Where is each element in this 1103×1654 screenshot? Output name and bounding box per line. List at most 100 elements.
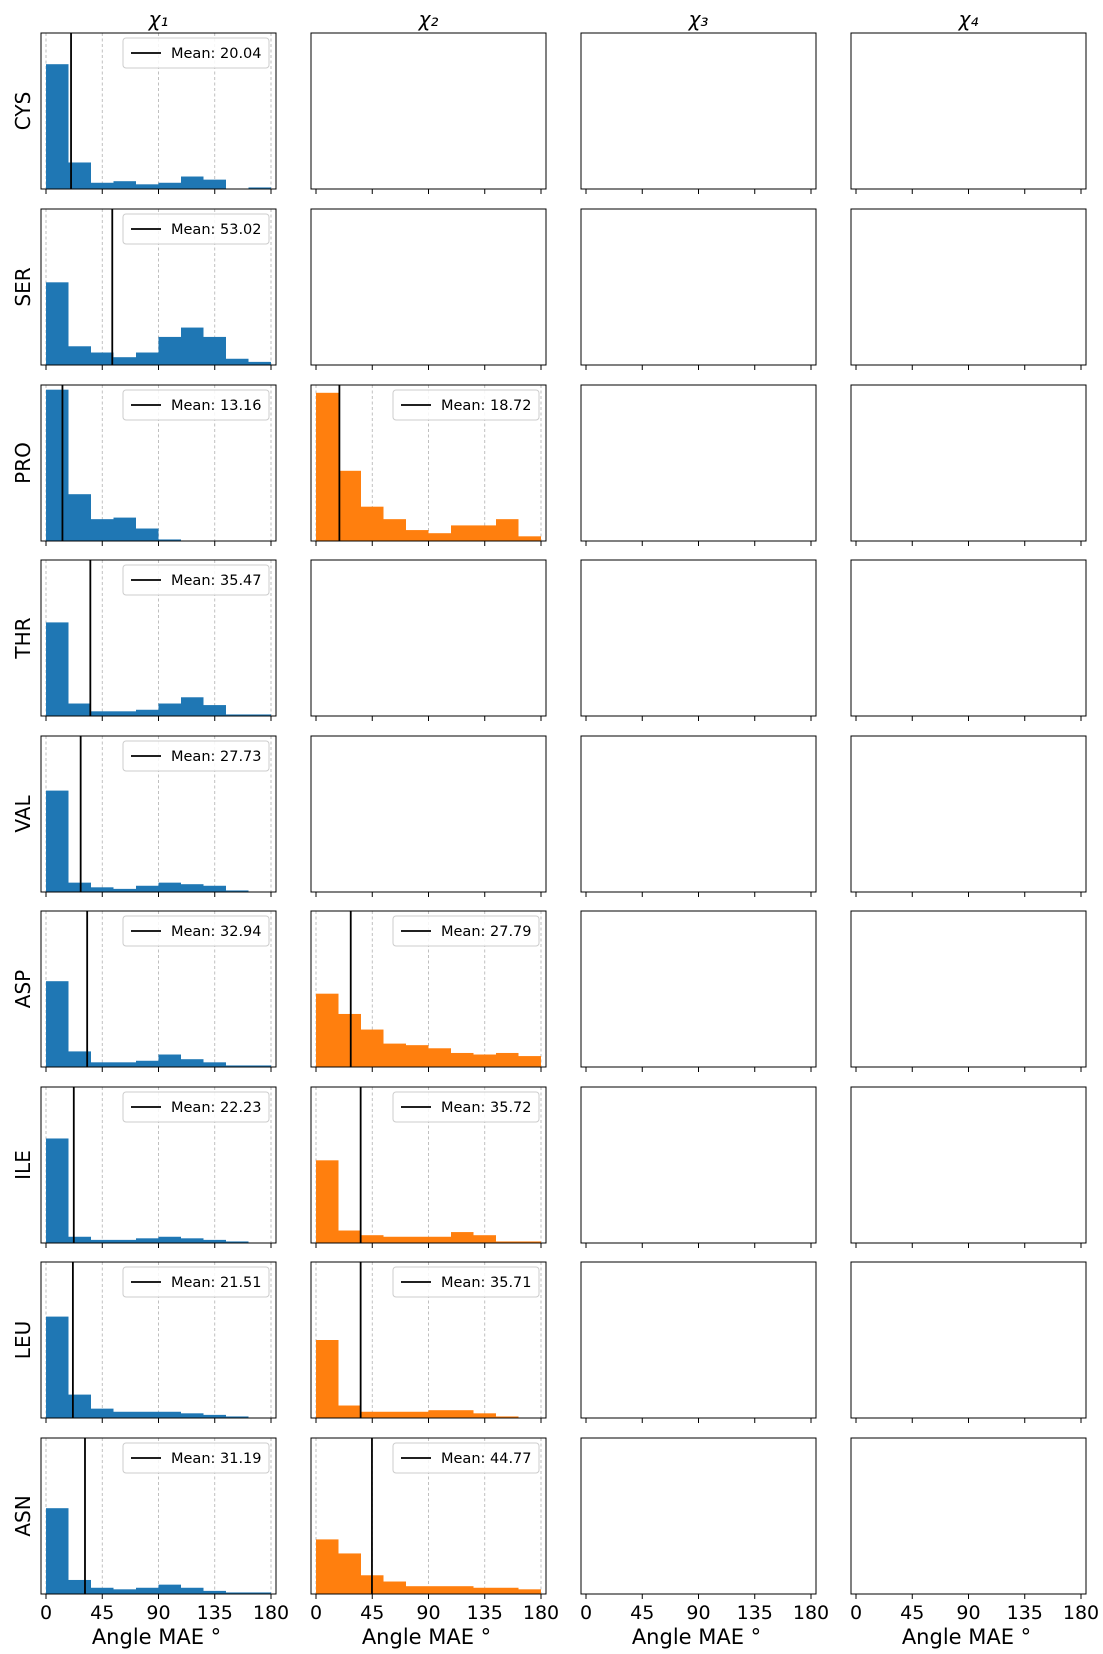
histogram-bar	[383, 1043, 406, 1067]
histogram-bar	[428, 1410, 451, 1418]
row-label-cys: CYS	[11, 92, 35, 131]
histogram-bar	[428, 1236, 451, 1243]
histogram-bar	[91, 182, 114, 189]
histogram-bar	[361, 1029, 384, 1067]
histogram-bar	[383, 1581, 406, 1594]
legend-box	[122, 1266, 270, 1298]
row-label-asn: ASN	[11, 1495, 35, 1536]
histogram-bar	[113, 1239, 136, 1243]
x-tick-label: 90	[416, 1602, 440, 1624]
histogram-bar	[68, 1394, 91, 1418]
histogram-bar	[518, 1241, 541, 1243]
histogram-bar	[203, 179, 226, 189]
histogram-bar	[316, 392, 339, 541]
panel-asp-chi3	[580, 910, 817, 1072]
histogram-bar	[203, 1062, 226, 1067]
x-tick-label: 135	[737, 1602, 773, 1624]
histogram-bar	[68, 1051, 91, 1067]
histogram-bar	[226, 1592, 249, 1594]
x-tick-label: 0	[580, 1602, 592, 1624]
histogram-bar	[496, 519, 519, 541]
legend-mean-label: Mean: 13.16	[171, 398, 262, 414]
row-label-ser: SER	[11, 267, 35, 306]
panel-asn-chi2: Mean: 44.77	[310, 1437, 547, 1599]
panel-leu-chi2: Mean: 35.71	[310, 1261, 547, 1423]
histogram-bar	[361, 1235, 384, 1243]
row-label-asp: ASP	[11, 970, 35, 1008]
histogram-bar	[226, 1241, 249, 1243]
legend-mean-label: Mean: 31.19	[171, 1451, 262, 1467]
histogram-bar	[68, 346, 91, 365]
histogram-bar	[46, 1316, 69, 1418]
histogram-bar	[248, 187, 271, 189]
panel-ser-chi3	[580, 208, 817, 370]
row-label-ile: ILE	[11, 1150, 35, 1180]
legend-mean-label: Mean: 35.71	[441, 1275, 532, 1291]
histogram-bar	[473, 525, 496, 541]
panel-asp-chi2: Mean: 27.79	[310, 910, 547, 1072]
column-title-4: χ₄	[958, 7, 979, 31]
histogram-bar	[46, 790, 69, 892]
histogram-bar	[226, 714, 249, 716]
histogram-bar	[248, 1065, 271, 1067]
axes-frame	[850, 1261, 1087, 1419]
histogram-bar	[338, 1013, 361, 1067]
x-tick-label: 180	[1063, 1602, 1099, 1624]
histogram-bar	[113, 888, 136, 892]
histogram-bar	[136, 885, 159, 892]
histogram-bar	[113, 711, 136, 716]
axes-frame	[580, 1086, 817, 1244]
legend-mean-label: Mean: 32.94	[171, 924, 262, 940]
panel-cys-chi2	[310, 32, 547, 194]
x-tick-label: 0	[850, 1602, 862, 1624]
histogram-bar	[136, 1587, 159, 1594]
legend-mean-label: Mean: 35.72	[441, 1100, 532, 1116]
row-label-pro: PRO	[11, 442, 35, 484]
x-tick-label: 180	[793, 1602, 829, 1624]
x-axis-label: Angle MAE °	[92, 1625, 221, 1649]
axes-frame	[850, 208, 1087, 366]
histogram-bar	[91, 1408, 114, 1418]
x-tick-label: 180	[253, 1602, 289, 1624]
axes-frame	[310, 735, 547, 893]
histogram-bar	[91, 519, 114, 541]
axes-frame	[850, 1086, 1087, 1244]
histogram-bar	[338, 1230, 361, 1243]
histogram-bar	[406, 1411, 429, 1418]
histogram-bar	[181, 697, 204, 716]
panel-asp-chi1: Mean: 32.94	[40, 910, 277, 1072]
histogram-bar	[158, 1054, 181, 1067]
panel-asn-chi3	[580, 1437, 817, 1599]
panel-leu-chi4	[850, 1261, 1087, 1423]
legend-mean-label: Mean: 22.23	[171, 1100, 262, 1116]
panel-asn-chi4	[850, 1437, 1087, 1599]
x-tick-label: 135	[467, 1602, 503, 1624]
histogram-bar	[451, 1232, 474, 1243]
axes-frame	[310, 32, 547, 190]
column-title-1: χ₁	[148, 7, 169, 31]
panel-asn-chi1: Mean: 31.19	[40, 1437, 277, 1599]
histogram-bar	[158, 539, 181, 541]
legend-box	[122, 1091, 270, 1123]
x-axis-label: Angle MAE °	[632, 1625, 761, 1649]
panel-ser-chi1: Mean: 53.02	[40, 208, 277, 370]
panel-val-chi1: Mean: 27.73	[40, 735, 277, 897]
row-label-val: VAL	[11, 795, 35, 833]
histogram-bar	[158, 1236, 181, 1243]
histogram-bar	[181, 1059, 204, 1067]
column-title-3: χ₃	[688, 7, 709, 31]
histogram-bar	[68, 882, 91, 892]
panel-pro-chi1: Mean: 13.16	[40, 384, 277, 546]
panel-leu-chi1: Mean: 21.51	[40, 1261, 277, 1423]
histogram-bar	[68, 1579, 91, 1594]
histogram-bar	[181, 327, 204, 365]
panel-val-chi4	[850, 735, 1087, 897]
panel-ile-chi1: Mean: 22.23	[40, 1086, 277, 1248]
histogram-bar	[181, 1413, 204, 1418]
histogram-bar	[113, 181, 136, 189]
histogram-bar	[91, 711, 114, 716]
legend-mean-label: Mean: 27.73	[171, 749, 262, 765]
axes-frame	[580, 910, 817, 1068]
histogram-bar	[68, 494, 91, 541]
